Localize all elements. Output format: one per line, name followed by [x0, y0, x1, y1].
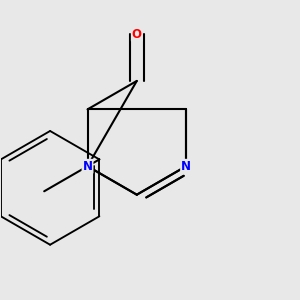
- Text: O: O: [132, 28, 142, 41]
- Text: N: N: [181, 160, 191, 173]
- Text: N: N: [82, 160, 92, 173]
